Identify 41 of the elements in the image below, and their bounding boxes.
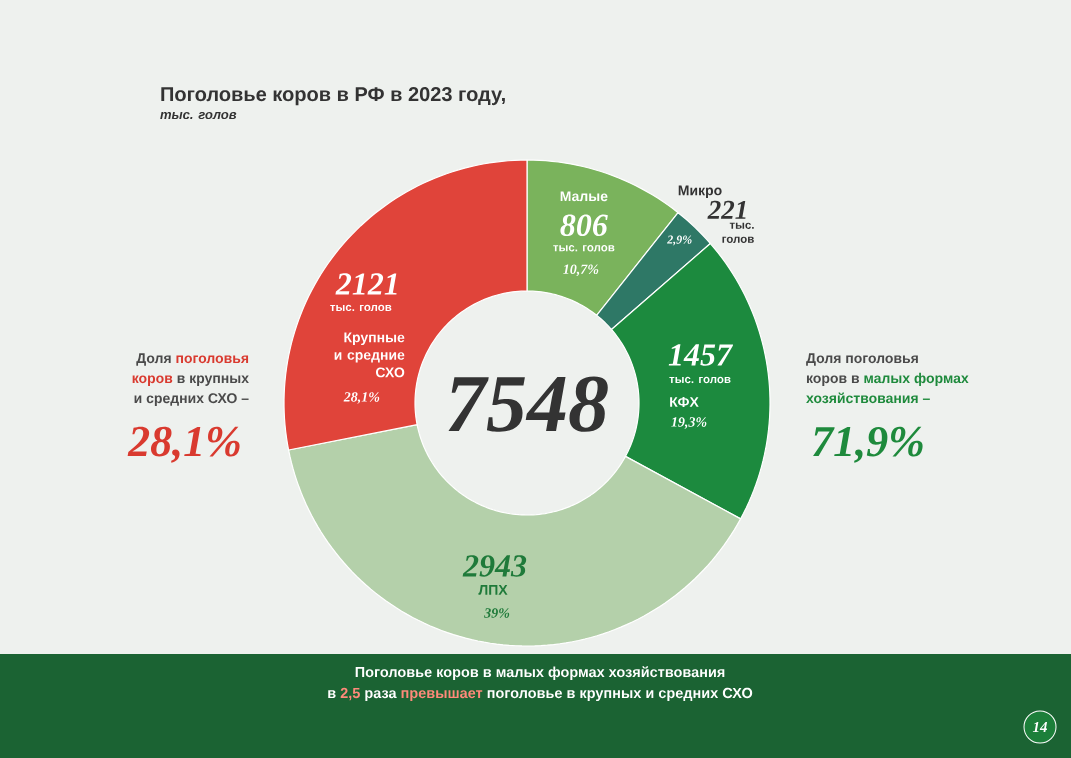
text: превышает (401, 690, 483, 702)
text: малых формах (864, 372, 969, 386)
text: 14 (1032, 722, 1048, 732)
text: тыс. (729, 222, 754, 229)
text: голов (722, 236, 754, 243)
data-label: 221 (707, 200, 746, 219)
text: Поголовье коров в малых формах хозяйствования (355, 666, 725, 681)
text: 28,1% (127, 426, 240, 463)
text: поголовья (176, 355, 249, 364)
text: коров в (806, 375, 860, 386)
data-label: 2121 (335, 273, 397, 295)
text: 2,5 (340, 687, 360, 701)
slice-label: Малые (560, 191, 608, 202)
chart-subtitle: тыс. голов (160, 112, 237, 120)
text: хозяйствования – (806, 392, 930, 404)
data-label: 1457 (668, 344, 734, 366)
text: и средних СХО – (134, 393, 249, 406)
text: Доля поголовья (806, 353, 918, 366)
text: в (328, 690, 336, 698)
slice-label: КФХ (670, 397, 699, 407)
text: коров (132, 375, 173, 386)
text: раза (365, 690, 397, 702)
slice-label: ЛПХ (478, 585, 508, 595)
text: тыс. голов (330, 304, 392, 312)
text: 7548 (448, 376, 608, 432)
slice-label: Микро (678, 185, 722, 199)
data-label: 2943 (462, 555, 527, 577)
text: в крупных (177, 375, 249, 386)
text: Доля (136, 353, 171, 366)
slice-label: Крупные и средние СХО (334, 332, 405, 378)
text: 2,9% (667, 235, 692, 246)
text: 28,1% (343, 392, 380, 404)
data-label: 806 (560, 214, 608, 237)
text: 71,9% (813, 426, 923, 463)
text: тыс. голов (553, 245, 615, 252)
text: 10,7% (563, 264, 599, 276)
text: 19,3% (671, 417, 707, 429)
text: тыс. голов (669, 376, 731, 384)
text: 39% (484, 608, 510, 618)
chart-title: Поголовье коров в РФ в 2023 году, (161, 87, 505, 106)
text: поголовье в крупных и средних СХО (487, 687, 753, 702)
